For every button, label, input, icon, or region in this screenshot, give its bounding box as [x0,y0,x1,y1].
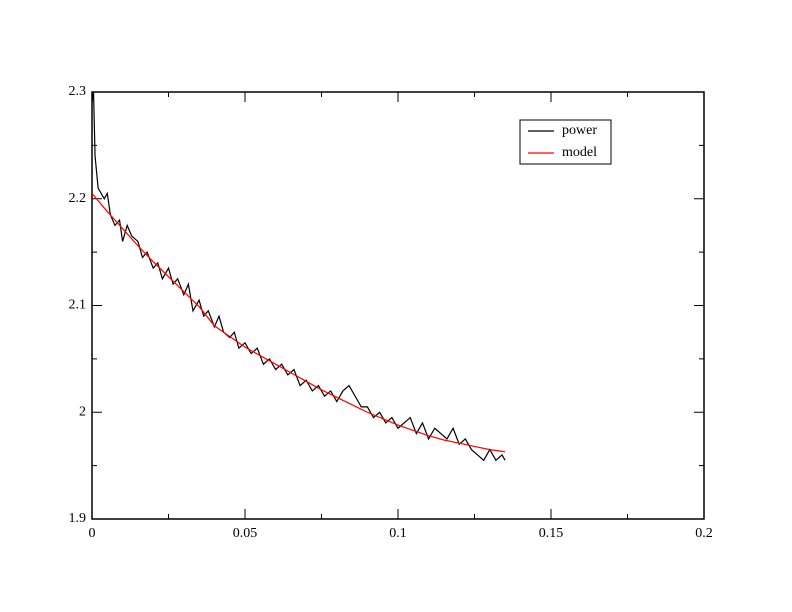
legend-label: model [562,145,597,160]
x-tick-label: 0.1 [389,526,407,541]
legend-box [519,119,612,165]
x-tick-label: 0.15 [539,526,564,541]
y-tick-label: 2.2 [69,191,87,206]
y-tick-label: 1.9 [69,511,87,526]
x-tick-label: 0.05 [233,526,258,541]
series-line [91,91,506,462]
x-tick-label: 0.2 [695,526,713,541]
y-tick-label: 2 [79,404,86,419]
legend-label: power [562,123,597,138]
x-tick-label: 0 [89,526,96,541]
y-tick-label: 2.1 [69,298,87,313]
plot-frame [91,91,705,520]
y-tick-label: 2.3 [69,84,87,99]
series-line [91,193,506,453]
